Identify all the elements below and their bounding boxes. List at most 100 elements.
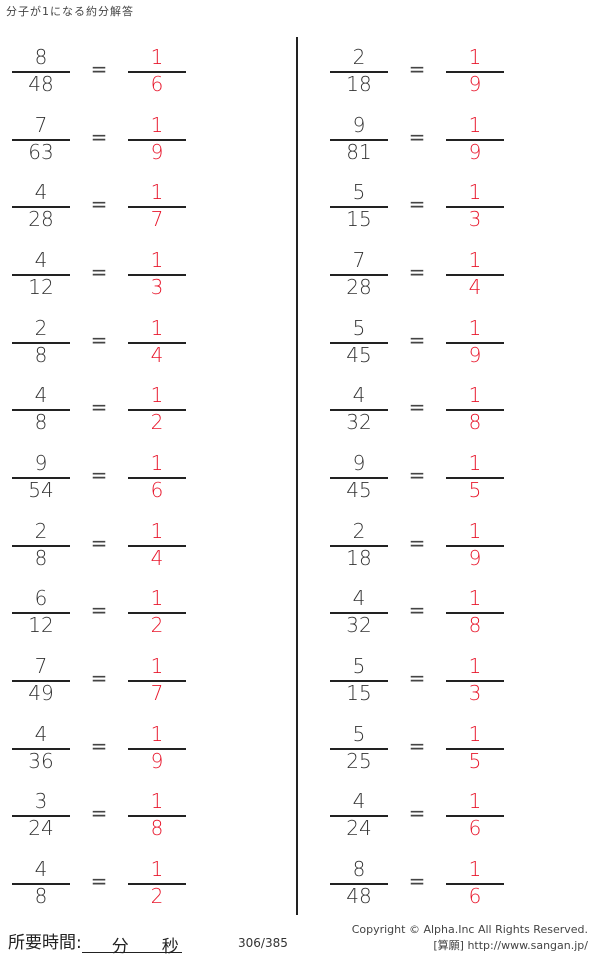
problem-row: 8 48 = 1 6	[0, 852, 600, 912]
answer-numerator: 1	[468, 789, 482, 814]
question-fraction: 5 15	[330, 649, 388, 709]
question-fraction: 4 28	[12, 175, 70, 235]
fraction-bar	[12, 883, 70, 886]
equals-sign: =	[408, 124, 426, 149]
denominator: 12	[28, 275, 54, 299]
equals-sign: =	[408, 395, 426, 420]
fraction-bar	[330, 815, 388, 818]
numerator: 3	[34, 789, 48, 814]
numerator: 5	[352, 654, 366, 679]
fraction-bar	[128, 138, 186, 141]
fraction-bar	[446, 747, 504, 750]
problem-row: 7 28 = 1 4	[0, 243, 600, 303]
equals-sign: =	[90, 192, 108, 217]
answer-numerator: 1	[150, 654, 164, 679]
question-fraction: 9 81	[330, 108, 388, 168]
answer-denominator: 4	[468, 275, 482, 299]
fraction-bar	[446, 477, 504, 480]
answer-denominator: 9	[150, 748, 164, 773]
column-divider	[296, 37, 298, 915]
site-url: [算願] http://www.sangan.jp/	[433, 939, 588, 952]
problem-row: 8 48 = 1 6	[0, 40, 600, 100]
answer-denominator: 6	[150, 72, 164, 96]
denominator: 18	[346, 545, 372, 570]
problem-row: 5 25 = 1 5	[0, 717, 600, 777]
answer-numerator: 1	[468, 451, 482, 476]
numerator: 8	[352, 857, 366, 882]
answer-denominator: 9	[468, 72, 482, 96]
answer-numerator: 1	[468, 248, 482, 272]
fraction-bar	[12, 544, 70, 547]
denominator: 48	[28, 72, 54, 96]
fraction-bar	[446, 680, 504, 683]
numerator: 4	[34, 857, 48, 882]
answer-numerator: 1	[150, 789, 164, 814]
question-fraction: 4 24	[330, 784, 388, 844]
problem-row: 4 12 = 1 3	[0, 243, 600, 303]
answer-denominator: 6	[468, 884, 482, 909]
question-fraction: 9 45	[330, 446, 388, 506]
question-fraction: 7 63	[12, 108, 70, 168]
answer-numerator: 1	[468, 586, 482, 611]
question-fraction: 5 45	[330, 311, 388, 371]
fraction-bar	[330, 409, 388, 412]
problem-row: 3 24 = 1 8	[0, 784, 600, 844]
equals-sign: =	[90, 260, 108, 284]
answer-numerator: 1	[150, 857, 164, 882]
answer-denominator: 8	[468, 613, 482, 638]
numerator: 4	[352, 383, 366, 408]
answer-denominator: 2	[150, 410, 164, 435]
answer-numerator: 1	[468, 315, 482, 340]
answer-numerator: 1	[150, 383, 164, 408]
fraction-bar	[446, 341, 504, 344]
fraction-bar	[128, 815, 186, 818]
question-fraction: 6 12	[12, 581, 70, 641]
question-fraction: 5 15	[330, 175, 388, 235]
fraction-bar	[128, 206, 186, 209]
numerator: 6	[34, 586, 48, 611]
answer-numerator: 1	[150, 248, 164, 272]
denominator: 8	[34, 545, 48, 570]
equals-sign: =	[90, 463, 108, 488]
answer-denominator: 6	[150, 478, 164, 503]
fraction-bar	[330, 206, 388, 209]
denominator: 32	[346, 410, 372, 435]
denominator: 36	[28, 748, 54, 773]
numerator: 5	[352, 315, 366, 340]
equals-sign: =	[408, 801, 426, 826]
answer-numerator: 1	[468, 654, 482, 679]
equals-sign: =	[90, 801, 108, 826]
question-fraction: 7 49	[12, 649, 70, 709]
denominator: 15	[346, 681, 372, 706]
question-fraction: 5 25	[330, 717, 388, 777]
problem-row: 2 8 = 1 4	[0, 311, 600, 371]
answer-numerator: 1	[150, 180, 164, 205]
denominator: 45	[346, 478, 372, 503]
answer-numerator: 1	[150, 586, 164, 611]
numerator: 7	[352, 248, 366, 272]
copyright-block: Copyright © Alpha.Inc All Rights Reserve…	[352, 922, 588, 954]
numerator: 5	[352, 180, 366, 205]
denominator: 28	[346, 275, 372, 299]
problem-row: 5 15 = 1 3	[0, 175, 600, 235]
problem-row: 4 24 = 1 6	[0, 784, 600, 844]
answer-numerator: 1	[150, 45, 164, 69]
denominator: 54	[28, 478, 54, 503]
equals-sign: =	[90, 57, 108, 81]
problem-row: 2 8 = 1 4	[0, 514, 600, 574]
fraction-bar	[446, 274, 504, 276]
fraction-bar	[128, 409, 186, 412]
problem-row: 2 18 = 1 9	[0, 40, 600, 100]
fraction-bar	[128, 747, 186, 750]
equals-sign: =	[408, 327, 426, 352]
fraction-bar	[446, 409, 504, 412]
answer-denominator: 3	[150, 275, 164, 299]
